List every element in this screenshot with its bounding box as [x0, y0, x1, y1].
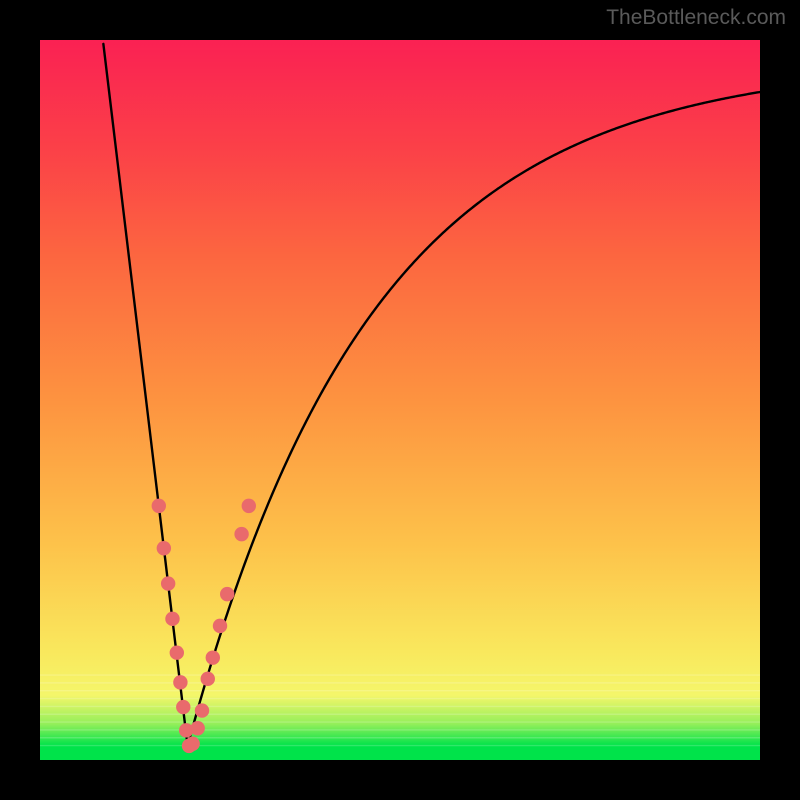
data-point — [242, 499, 256, 513]
data-point — [157, 541, 171, 555]
data-point — [201, 672, 215, 686]
chart-container: TheBottleneck.com — [0, 0, 800, 800]
data-point — [195, 703, 209, 717]
data-point — [190, 721, 204, 735]
data-point — [220, 587, 234, 601]
data-point — [152, 499, 166, 513]
data-point — [213, 619, 227, 633]
data-point — [173, 675, 187, 689]
plot-area — [40, 40, 760, 760]
data-point — [185, 737, 199, 751]
data-point — [170, 646, 184, 660]
watermark-text: TheBottleneck.com — [606, 6, 786, 30]
data-point — [165, 612, 179, 626]
data-point — [234, 527, 248, 541]
data-point — [161, 576, 175, 590]
bottleneck-chart — [0, 0, 800, 800]
data-point — [176, 700, 190, 714]
data-point — [206, 650, 220, 664]
